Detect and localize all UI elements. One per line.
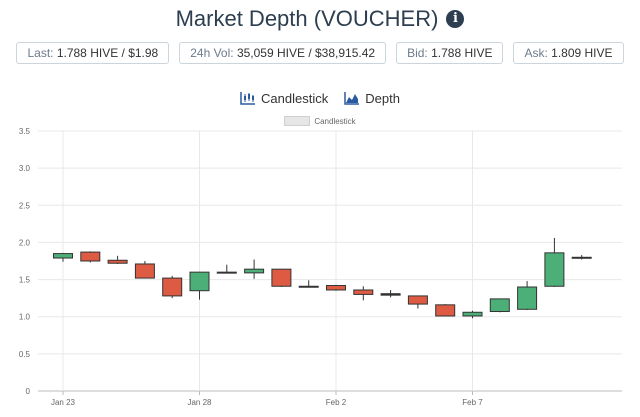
candlestick-chart-icon [240,92,256,105]
stat-24h-vol: 24h Vol: 35,059 HIVE / $38,915.42 [179,42,387,64]
candle[interactable] [544,237,565,287]
candle-body [271,268,292,287]
y-tick-label: 0 [26,387,31,396]
candle[interactable] [216,264,237,274]
candle[interactable] [435,304,456,317]
candle-body [571,256,592,259]
candle[interactable] [517,281,538,311]
stats-bar: Last: 1.788 HIVE / $1.98 24h Vol: 35,059… [0,42,640,64]
candles [53,237,592,319]
candle[interactable] [326,284,346,291]
info-circle-icon[interactable]: i [446,10,465,28]
candle-body [489,298,510,313]
candle-body [407,295,428,305]
candle[interactable] [107,255,128,264]
x-tick-label: Jan 23 [51,398,76,407]
y-tick-label: 3.5 [19,127,31,136]
stat-last: Last: 1.788 HIVE / $1.98 [16,42,170,64]
depth-toggle-label: Depth [365,90,400,106]
stat-ask-value: 1.809 HIVE [551,46,613,60]
candle[interactable] [80,251,101,263]
stat-ask-label: Ask: [524,46,548,60]
candle[interactable] [244,259,265,279]
candle[interactable] [134,261,155,279]
stat-bid: Bid: 1.788 HIVE [396,42,504,64]
candle-body [326,285,346,291]
candle[interactable] [53,252,73,262]
candle-body [544,252,565,287]
chart-legend[interactable]: Candlestick [0,116,640,126]
y-tick-label: 0.5 [19,350,31,359]
chart-grid [38,130,622,392]
legend-swatch [284,116,311,126]
candle-body [462,311,483,317]
stat-ask: Ask: 1.809 HIVE [513,42,624,64]
candle-body [189,271,210,292]
candle-body [80,251,101,262]
stat-last-value: 1.788 HIVE / $1.98 [56,46,159,60]
stat-bid-label: Bid: [407,46,428,60]
candle-body [517,286,538,310]
legend-label: Candlestick [314,116,356,126]
area-chart-icon [344,92,360,105]
candle[interactable] [271,268,292,287]
candle[interactable] [298,280,319,288]
candle-body [380,293,401,296]
candlestick-toggle[interactable]: Candlestick [240,89,328,107]
stat-last-label: Last: [27,46,54,60]
candle[interactable] [489,298,510,313]
candle-body [134,263,155,279]
x-tick-label: Feb 2 [326,398,347,407]
page-title-text: Market Depth (VOUCHER) [175,6,439,31]
candle[interactable] [407,295,428,309]
candle[interactable] [353,286,374,301]
x-tick-label: Jan 28 [187,398,212,407]
stat-bid-value: 1.788 HIVE [431,46,493,60]
candle-body [216,271,237,274]
chart-type-toggles: Candlestick Depth [0,89,640,107]
candle-body [162,277,183,297]
candle-body [298,285,319,288]
stat-24h-vol-label: 24h Vol: [190,46,234,60]
candle[interactable] [162,275,183,299]
x-axis: Jan 23 Jan 28 Feb 2 Feb 7 [51,391,483,407]
candle[interactable] [189,271,210,300]
candlestick-toggle-label: Candlestick [261,90,329,106]
y-tick-label: 2.0 [19,238,31,247]
candle-body [435,304,456,317]
candle-body [244,268,265,274]
page-title: Market Depth (VOUCHER) i [0,4,640,34]
y-axis: 0 0.5 1.0 1.5 2.0 2.5 3.0 3.5 [19,127,31,396]
candle-body [107,259,128,264]
y-tick-label: 2.5 [19,201,31,210]
candle[interactable] [380,289,401,298]
candle[interactable] [571,255,592,260]
x-tick-label: Feb 7 [462,398,483,407]
y-tick-label: 1.5 [19,276,31,285]
candle[interactable] [462,310,483,319]
candle-body [53,253,73,259]
candle-body [353,289,374,295]
y-tick-label: 1.0 [19,313,31,322]
y-tick-label: 3.0 [19,164,31,173]
stat-24h-vol-value: 35,059 HIVE / $38,915.42 [236,46,376,60]
depth-toggle[interactable]: Depth [344,89,400,107]
